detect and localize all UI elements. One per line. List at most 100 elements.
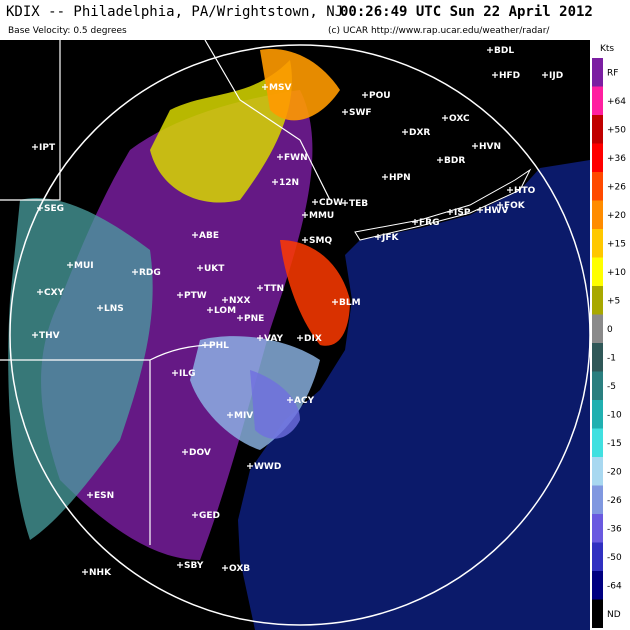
legend-swatch [592, 143, 603, 172]
station-label: DOV [189, 448, 211, 458]
station-label: VAY [264, 334, 283, 344]
legend-unit: Kts [600, 44, 614, 54]
station-label: LNS [104, 304, 124, 314]
station-label: CDW [319, 198, 343, 208]
station-label: BDR [444, 156, 465, 166]
station-marker [222, 297, 228, 303]
legend-label: -1 [607, 353, 616, 363]
station-marker [487, 47, 493, 53]
legend-label: +15 [607, 239, 626, 249]
legend-label: -20 [607, 467, 622, 477]
station-label: PTW [184, 291, 207, 301]
station-marker [507, 187, 513, 193]
station-label: ACY [294, 396, 315, 406]
station-marker [542, 72, 548, 78]
station-label: MUI [74, 261, 94, 271]
station-marker [492, 72, 498, 78]
station-marker [172, 370, 178, 376]
legend-label: -36 [607, 524, 622, 534]
station-marker [497, 202, 503, 208]
station-title: KDIX -- Philadelphia, PA/Wrightstown, NJ [6, 4, 343, 20]
station-marker [342, 200, 348, 206]
station-label: FWN [284, 153, 308, 163]
station-label: UKT [204, 264, 225, 274]
legend-swatch [592, 58, 603, 87]
station-label: HPN [389, 173, 411, 183]
station-marker [227, 412, 233, 418]
station-label: JFK [381, 233, 399, 243]
legend-label: +5 [607, 296, 620, 306]
station-marker [472, 143, 478, 149]
station-label: SWF [349, 108, 372, 118]
legend-swatch [592, 172, 603, 201]
station-label: MMU [309, 211, 334, 221]
station-marker [247, 463, 253, 469]
legend-label: +20 [607, 211, 626, 221]
station-label: ABE [199, 231, 219, 241]
station-marker [297, 335, 303, 341]
station-label: DXR [409, 128, 430, 138]
station-label: RDG [139, 268, 161, 278]
legend-label: -10 [607, 410, 622, 420]
station-label: FRG [419, 218, 439, 228]
station-marker [382, 174, 388, 180]
station-label: SBY [184, 561, 204, 571]
station-marker [262, 84, 268, 90]
legend-label: RF [607, 68, 618, 78]
station-marker [375, 234, 381, 240]
legend-swatch [592, 514, 603, 543]
echo-orange [260, 49, 340, 121]
station-label: ILG [179, 369, 195, 379]
station-label: GED [199, 511, 220, 521]
station-marker [132, 269, 138, 275]
station-marker [177, 562, 183, 568]
station-marker [82, 569, 88, 575]
station-marker [97, 305, 103, 311]
legend-label: 0 [607, 325, 613, 335]
station-label: TEB [349, 199, 368, 209]
stations: MSV POU SWF DXR OXC BDL HFD IJD HVN BDR FWN HPN ISP H… [32, 46, 563, 578]
station-label: OXC [449, 114, 470, 124]
station-label: IPT [39, 143, 56, 153]
station-marker [67, 262, 73, 268]
legend-swatch [592, 286, 603, 315]
station-marker [177, 292, 183, 298]
legend-swatch [592, 229, 603, 258]
station-marker [37, 205, 43, 211]
station-marker [477, 207, 483, 213]
legend-label: +36 [607, 154, 626, 164]
legend-swatch [592, 457, 603, 486]
legend-swatch [592, 343, 603, 372]
station-label: TTN [264, 284, 284, 294]
station-label: NXX [229, 296, 250, 306]
station-marker [437, 157, 443, 163]
legend-swatch [592, 86, 603, 115]
station-marker [197, 265, 203, 271]
legend-swatch [592, 485, 603, 514]
station-marker [312, 199, 318, 205]
echo-yellow [150, 60, 292, 203]
station-label: SEG [44, 204, 64, 214]
station-label: ISP [454, 208, 471, 218]
station-marker [447, 209, 453, 215]
station-marker [302, 237, 308, 243]
echo-violet [250, 370, 300, 439]
station-label: SMQ [309, 236, 332, 246]
product: Base Velocity: 0.5 degrees [8, 26, 127, 36]
station-marker [442, 115, 448, 121]
station-marker [237, 315, 243, 321]
station-marker [182, 449, 188, 455]
station-label: PNE [244, 314, 264, 324]
station-marker [332, 299, 338, 305]
legend-swatch [592, 599, 603, 628]
station-label: LOM [214, 306, 236, 316]
station-label: HWV [484, 206, 508, 216]
station-marker [32, 332, 38, 338]
legend-label: -15 [607, 439, 622, 449]
station-label: DIX [304, 334, 322, 344]
station-marker [192, 232, 198, 238]
legend-label: -5 [607, 382, 616, 392]
station-marker [87, 492, 93, 498]
range-ring [9, 44, 590, 626]
credit: (c) UCAR http://www.rap.ucar.edu/weather… [328, 26, 550, 36]
